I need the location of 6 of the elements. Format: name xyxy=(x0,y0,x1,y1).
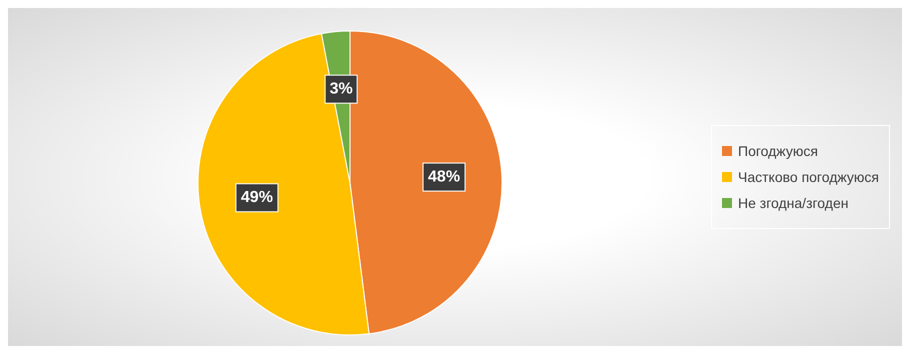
data-label: 3% xyxy=(330,80,353,98)
legend-label: Погоджуюся xyxy=(738,142,818,161)
legend-label: Частково погоджуюся xyxy=(738,168,879,187)
legend-label: Не згодна/згоден xyxy=(738,194,848,213)
data-label: 48% xyxy=(428,168,460,186)
data-label: 49% xyxy=(240,189,273,206)
